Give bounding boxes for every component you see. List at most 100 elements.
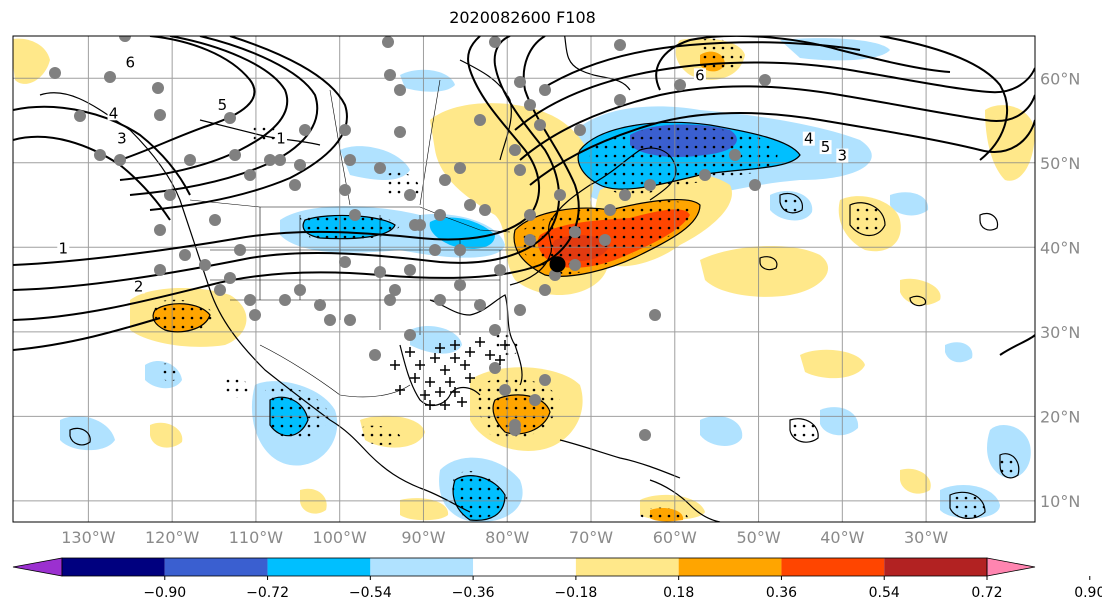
grey-point: [439, 174, 451, 186]
grey-point: [749, 179, 761, 191]
colorbar-segment: [370, 558, 474, 576]
colorbar-frame: [61, 557, 988, 577]
grey-point: [574, 124, 586, 136]
anomaly-contours: [69, 121, 1020, 521]
grey-point: [344, 314, 356, 326]
longitude-labels: 130°W 120°W 110°W 100°W 90°W 80°W 70°W 60°W 50°W…: [61, 528, 948, 547]
contour-label: 5: [821, 138, 831, 156]
grey-point: [539, 284, 551, 296]
grey-point: [339, 184, 351, 196]
contour-label-bg: [275, 131, 288, 146]
grey-point: [184, 154, 196, 166]
grey-point: [154, 264, 166, 276]
grey-point: [339, 124, 351, 136]
grey-point: [279, 294, 291, 306]
grey-point: [599, 234, 611, 246]
grey-point: [434, 209, 446, 221]
grey-point: [294, 284, 306, 296]
contour-label: 4: [804, 130, 814, 148]
grey-point: [499, 384, 511, 396]
colorbar-tick-label: 0.36: [766, 585, 797, 601]
grey-point: [384, 294, 396, 306]
storm-center-marker[interactable]: [549, 256, 566, 273]
contour-label-bg: [693, 68, 706, 83]
grey-point: [489, 362, 501, 374]
grey-point: [404, 189, 416, 201]
grey-point: [114, 154, 126, 166]
grey-point: [474, 299, 486, 311]
lon-tick-label: 110°W: [229, 528, 284, 547]
grey-point: [699, 169, 711, 181]
lat-tick-label: 60°N: [1040, 69, 1080, 88]
grey-point-markers: [49, 36, 771, 441]
grey-point: [524, 234, 536, 246]
grey-point: [104, 71, 116, 83]
grey-point: [674, 79, 686, 91]
grey-point: [569, 259, 581, 271]
grey-point: [374, 266, 386, 278]
lon-tick-label: 30°W: [904, 528, 948, 547]
grey-point: [264, 154, 276, 166]
contour-label: 3: [838, 147, 848, 165]
grey-point: [314, 299, 326, 311]
grey-point: [454, 162, 466, 174]
grey-point: [414, 219, 426, 231]
grey-point: [294, 159, 306, 171]
lon-tick-label: 100°W: [313, 528, 368, 547]
grey-point: [464, 199, 476, 211]
grey-point: [224, 112, 236, 124]
grey-point: [244, 294, 256, 306]
map-title: 2020082600 F108: [449, 8, 596, 27]
grey-point: [199, 259, 211, 271]
colorbar-tick-label: 0.54: [869, 585, 900, 601]
grey-point: [152, 82, 164, 94]
grey-point: [479, 204, 491, 216]
grey-point: [514, 304, 526, 316]
colorbar-extend-high: [986, 557, 1036, 577]
grey-point: [119, 36, 131, 42]
contour-label-bg: [107, 106, 120, 121]
contour-label: 5: [218, 96, 228, 114]
grey-point: [434, 294, 446, 306]
plus-markers: [390, 337, 510, 410]
lon-tick-label: 130°W: [61, 528, 116, 547]
contour-label-bg: [132, 279, 145, 294]
grey-point: [729, 149, 741, 161]
grey-point: [214, 284, 226, 296]
contour-label: 1: [58, 240, 68, 258]
grey-point: [454, 244, 466, 256]
grey-point: [529, 394, 541, 406]
contour-label-bg: [115, 131, 128, 146]
grey-point: [514, 164, 526, 176]
colorbar-tick-label: −0.36: [452, 585, 495, 601]
grey-point: [209, 214, 221, 226]
lon-tick-label: 90°W: [401, 528, 445, 547]
grey-point: [644, 179, 656, 191]
grey-point: [349, 209, 361, 221]
colorbar-segment: [62, 558, 165, 576]
colorbar-segment: [473, 558, 576, 576]
lat-tick-label: 40°N: [1040, 238, 1080, 257]
grey-point: [494, 264, 506, 276]
grey-point: [639, 429, 651, 441]
contour-label: 4: [109, 104, 119, 122]
grey-point: [539, 84, 551, 96]
contour-label-bg: [216, 97, 229, 112]
grey-point: [299, 124, 311, 136]
lon-tick-label: 120°W: [145, 528, 200, 547]
lon-tick-label: 40°W: [820, 528, 864, 547]
grey-point: [382, 36, 394, 48]
grey-point: [394, 84, 406, 96]
lon-tick-label: 60°W: [653, 528, 697, 547]
grey-point: [759, 74, 771, 86]
grey-point: [569, 226, 581, 238]
grey-point: [404, 264, 416, 276]
grey-point: [554, 189, 566, 201]
grey-point: [509, 144, 521, 156]
grey-point: [649, 309, 661, 321]
grey-point: [249, 309, 261, 321]
lat-tick-label: 50°N: [1040, 154, 1080, 173]
grey-point: [489, 36, 501, 48]
